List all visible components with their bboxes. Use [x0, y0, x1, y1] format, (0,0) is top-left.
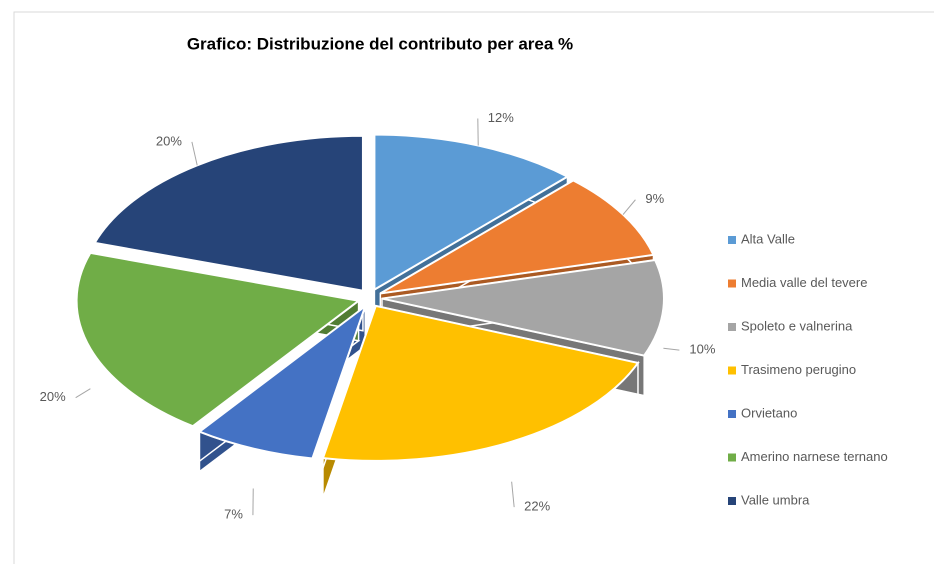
legend-label: Amerino narnese ternano [741, 449, 888, 464]
chart-title: Grafico: Distribuzione del contributo pe… [187, 34, 573, 53]
legend-label: Valle umbra [741, 492, 810, 507]
leader-line [75, 388, 91, 399]
leader-line [663, 347, 680, 351]
data-label: 10% [689, 342, 715, 357]
data-label: 9% [645, 191, 664, 206]
legend-label: Trasimeno perugino [741, 362, 856, 377]
legend-swatch [728, 410, 736, 418]
legend-swatch [728, 279, 736, 288]
legend-swatch [728, 453, 736, 462]
data-label: 20% [156, 133, 182, 148]
legend-swatch [728, 236, 736, 244]
legend-swatch [728, 497, 736, 505]
data-label: 12% [488, 110, 514, 125]
slice [381, 258, 665, 357]
legend-label: Spoleto e valnerina [741, 318, 853, 333]
legend-label: Media valle del tevere [741, 275, 867, 290]
legend-swatch [728, 323, 736, 331]
leader-line [191, 141, 198, 166]
legend-label: Orvietano [741, 405, 797, 420]
slice [197, 303, 368, 460]
slice [321, 304, 640, 462]
leader-line [622, 199, 636, 215]
slice [75, 251, 362, 428]
legend-label: Alta Valle [741, 231, 795, 246]
legend-swatch [728, 366, 736, 375]
data-label: 22% [524, 499, 550, 514]
leader-line [511, 481, 515, 508]
data-label: 20% [40, 389, 66, 404]
labels: 12% 9% 10% 22% 7% 20% 20% [40, 110, 716, 522]
data-label: 7% [224, 507, 243, 522]
